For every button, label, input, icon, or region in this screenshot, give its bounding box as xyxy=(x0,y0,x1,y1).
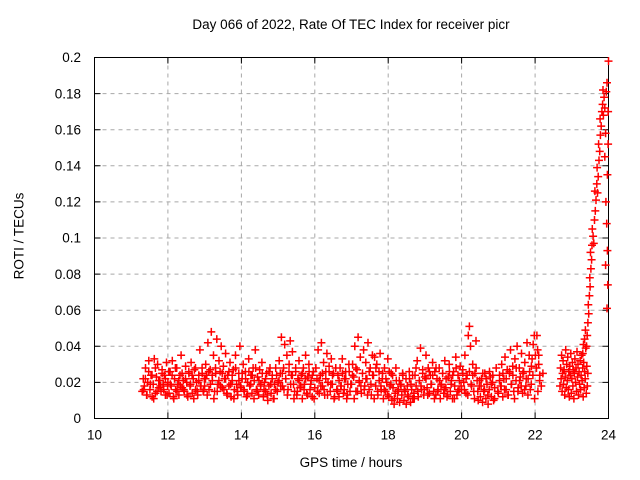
svg-text:0.1: 0.1 xyxy=(62,231,81,246)
svg-text:0.08: 0.08 xyxy=(55,267,81,282)
chart-title: Day 066 of 2022, Rate Of TEC Index for r… xyxy=(192,17,510,32)
data-points xyxy=(138,57,613,409)
svg-text:18: 18 xyxy=(381,428,396,443)
svg-text:0.06: 0.06 xyxy=(55,303,81,318)
svg-text:0.12: 0.12 xyxy=(55,195,81,210)
svg-text:0.14: 0.14 xyxy=(55,159,82,174)
svg-text:0.16: 0.16 xyxy=(55,122,81,137)
svg-text:10: 10 xyxy=(87,428,102,443)
x-tick-labels: 10 12 14 16 18 20 22 24 xyxy=(87,428,617,443)
svg-text:24: 24 xyxy=(601,428,617,443)
plot-frame xyxy=(94,57,609,419)
svg-text:0.04: 0.04 xyxy=(55,339,82,354)
svg-text:12: 12 xyxy=(160,428,175,443)
svg-text:0.02: 0.02 xyxy=(55,375,81,390)
svg-text:0: 0 xyxy=(73,411,81,426)
svg-text:20: 20 xyxy=(454,428,469,443)
svg-text:0.18: 0.18 xyxy=(55,86,81,101)
x-axis-label: GPS time / hours xyxy=(299,455,403,470)
y-tick-labels: 0 0.02 0.04 0.06 0.08 0.1 0.12 0.14 0.16 0.18 0.2 xyxy=(55,50,82,426)
svg-text:0.2: 0.2 xyxy=(62,50,81,65)
svg-text:16: 16 xyxy=(307,428,322,443)
svg-text:22: 22 xyxy=(528,428,543,443)
svg-text:14: 14 xyxy=(234,428,250,443)
